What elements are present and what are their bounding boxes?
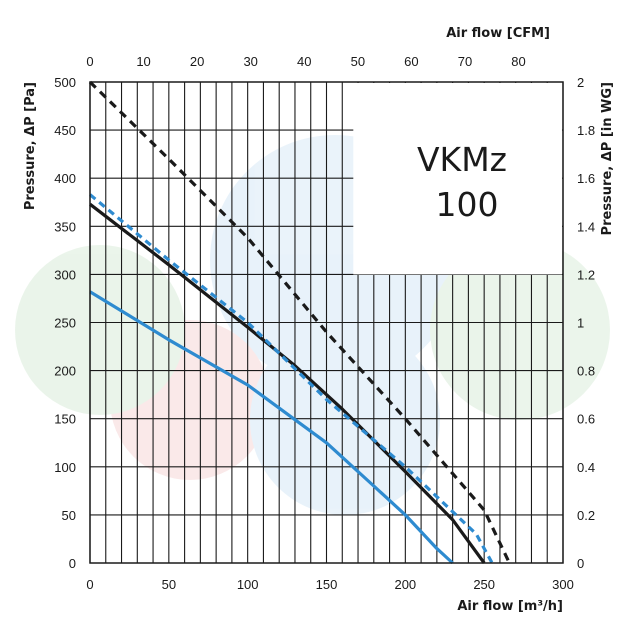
y-right-tick-label: 1.8	[577, 123, 595, 138]
x-top-tick-label: 20	[190, 54, 204, 69]
x-bottom-tick-label: 200	[394, 577, 416, 592]
x-bottom-tick-label: 300	[552, 577, 574, 592]
y-left-ticks: 0 50 100 150 200 250 300 350 400 450 500	[54, 75, 76, 571]
series-curve-4	[89, 290, 454, 565]
y-right-ticks: 0 0.2 0.4 0.6 0.8 1 1.2 1.4 1.6 1.8 2	[577, 75, 595, 571]
x-bottom-ticks: 0 50 100 150 200 250 300	[86, 577, 573, 592]
x-top-tick-label: 40	[297, 54, 311, 69]
y-right-tick-label: 0.2	[577, 508, 595, 523]
x-top-tick-label: 60	[404, 54, 418, 69]
x-top-tick-label: 70	[458, 54, 472, 69]
y-left-axis-title: Pressure, ΔP [Pa]	[23, 82, 38, 210]
x-top-tick-label: 30	[243, 54, 257, 69]
y-left-tick-label: 200	[54, 364, 76, 379]
y-left-tick-label: 300	[54, 267, 76, 282]
x-bottom-axis-title: Air flow [m³/h]	[457, 599, 563, 614]
y-right-tick-label: 0.4	[577, 460, 595, 475]
y-right-tick-label: 1.4	[577, 219, 595, 234]
y-left-tick-label: 350	[54, 219, 76, 234]
x-top-tick-label: 0	[86, 54, 93, 69]
series-curve-2	[89, 202, 486, 564]
series-curve-3	[88, 193, 494, 564]
y-left-tick-label: 0	[69, 556, 76, 571]
x-top-axis-title: Air flow [CFM]	[446, 26, 550, 41]
y-right-tick-label: 1	[577, 316, 584, 331]
y-right-tick-label: 0	[577, 556, 584, 571]
x-top-tick-label: 10	[136, 54, 150, 69]
y-right-axis-title: Pressure, ΔP [in WG]	[600, 82, 615, 235]
model-label-box	[353, 83, 562, 275]
curves	[88, 80, 511, 565]
model-label-line1: VKMz	[417, 140, 507, 179]
y-right-tick-label: 1.2	[577, 267, 595, 282]
x-bottom-tick-label: 150	[316, 577, 338, 592]
y-left-tick-label: 250	[54, 316, 76, 331]
y-left-tick-label: 100	[54, 460, 76, 475]
model-label-line2: 100	[436, 185, 499, 224]
x-top-tick-label: 50	[351, 54, 365, 69]
plot-frame	[89, 81, 564, 564]
y-left-tick-label: 450	[54, 123, 76, 138]
x-bottom-tick-label: 250	[473, 577, 495, 592]
y-right-tick-label: 0.6	[577, 412, 595, 427]
x-top-ticks: 0 10 20 30 40 50 60 70 80	[86, 54, 525, 69]
y-left-tick-label: 150	[54, 412, 76, 427]
y-left-tick-label: 500	[54, 75, 76, 90]
y-right-tick-label: 2	[577, 75, 584, 90]
x-top-tick-label: 80	[511, 54, 525, 69]
y-left-tick-label: 400	[54, 171, 76, 186]
x-bottom-tick-label: 100	[237, 577, 259, 592]
x-bottom-tick-label: 50	[162, 577, 176, 592]
y-right-tick-label: 1.6	[577, 171, 595, 186]
x-bottom-tick-label: 0	[86, 577, 93, 592]
y-right-tick-label: 0.8	[577, 364, 595, 379]
y-left-tick-label: 50	[62, 508, 76, 523]
